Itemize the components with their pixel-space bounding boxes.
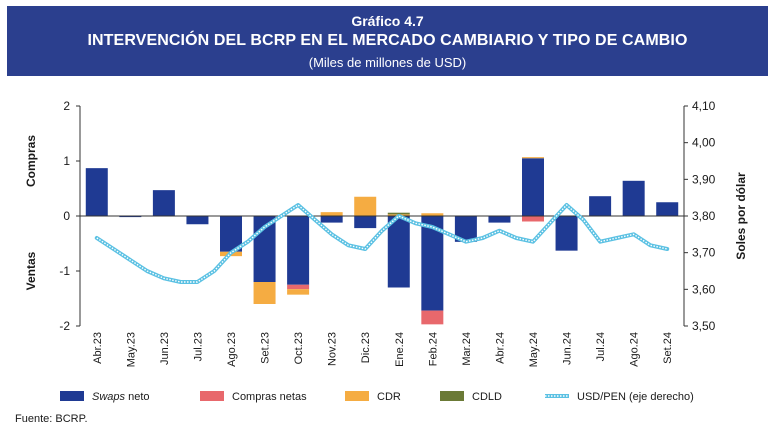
bar-swaps-neto <box>387 216 410 288</box>
legend-swatch-cdld <box>440 391 464 401</box>
bar-compras-netas <box>421 310 444 325</box>
left-tick-label: -2 <box>59 319 70 333</box>
right-tick-label: 3,60 <box>692 282 716 296</box>
category-label: Oct.23 <box>293 332 305 364</box>
y-label-ventas: Ventas <box>24 251 38 290</box>
left-tick-label: 1 <box>63 154 70 168</box>
category-label: May.24 <box>528 332 540 367</box>
bar-swaps-neto <box>354 216 377 229</box>
category-label: Set.24 <box>662 332 674 364</box>
bar-swaps-neto <box>186 216 209 225</box>
bar-cdr <box>320 212 343 216</box>
right-tick-label: 3,50 <box>692 319 716 333</box>
right-tick-label: 4,00 <box>692 136 716 150</box>
category-label: Jul.23 <box>192 332 204 361</box>
bar-cdr <box>287 289 310 295</box>
category-label: Jun.23 <box>159 332 171 365</box>
bar-swaps-neto <box>320 216 343 223</box>
category-label: Ene.24 <box>394 332 406 367</box>
legend-swatch-cdr <box>345 391 369 401</box>
bar-cdr <box>522 157 544 159</box>
category-label: May.23 <box>125 332 137 367</box>
bar-swaps-neto <box>454 216 477 242</box>
bar-cdr <box>421 213 444 216</box>
bar-swaps-neto <box>488 216 511 223</box>
bar-cdr <box>253 282 276 304</box>
category-label: Jul.24 <box>595 332 607 361</box>
bar-swaps-neto <box>152 190 175 216</box>
legend-swatch-swaps-neto <box>60 391 84 401</box>
chart-subtitle: (Miles de millones de USD) <box>308 55 467 70</box>
category-label: Ago.24 <box>629 332 641 367</box>
bar-cdld <box>387 212 410 215</box>
legend-label-swaps-neto: Swaps neto <box>92 391 150 403</box>
bar-cdr <box>354 196 377 216</box>
category-label: Set.23 <box>260 332 272 364</box>
category-label: Abr.24 <box>494 332 506 364</box>
bar-swaps-neto <box>622 180 645 216</box>
chart-title: INTERVENCIÓN DEL BCRP EN EL MERCADO CAMB… <box>87 32 688 49</box>
legend-label-usdpen: USD/PEN (eje derecho) <box>577 391 694 403</box>
right-tick-label: 3,70 <box>692 246 716 260</box>
bar-swaps-neto <box>287 216 310 285</box>
y2-label: Soles por dólar <box>734 172 748 260</box>
bar-swaps-neto <box>589 196 612 216</box>
bar-swaps-neto <box>656 202 679 216</box>
category-label: Jun.24 <box>562 332 574 365</box>
right-tick-label: 3,80 <box>692 209 716 223</box>
chart-area: 2 1 0 -1 -2 4,10 4,00 3,90 3,80 3,70 3,60 3,50 Abr.2… <box>24 99 748 403</box>
bar-swaps-neto <box>522 158 544 216</box>
bar-compras-netas <box>287 284 310 290</box>
source-note: Fuente: BCRP. <box>15 413 88 425</box>
category-label: Nov.23 <box>327 332 339 366</box>
legend-label-cdr: CDR <box>377 391 401 403</box>
bar-swaps-neto <box>421 216 444 311</box>
left-tick-label: 2 <box>63 99 70 113</box>
category-label: Dic.23 <box>360 332 372 363</box>
legend-label-compras-netas: Compras netas <box>232 391 307 403</box>
usdpen-line-core <box>96 204 668 283</box>
y-label-compras: Compras <box>24 135 38 187</box>
legend-swatch-compras-netas <box>200 391 224 401</box>
bar-swaps-neto <box>85 168 108 216</box>
bar-swaps-neto <box>555 216 578 251</box>
legend-label-cdld: CDLD <box>472 391 502 403</box>
chart-header: Gráfico 4.7 INTERVENCIÓN DEL BCRP EN EL … <box>7 6 768 76</box>
bar-swaps-neto <box>220 216 242 252</box>
usdpen-line <box>94 203 670 284</box>
category-label: Ago.23 <box>226 332 238 367</box>
bar-swaps-neto <box>119 216 142 218</box>
right-tick-label: 3,90 <box>692 172 716 186</box>
right-tick-label: 4,10 <box>692 99 716 113</box>
category-label: Feb.24 <box>427 332 439 366</box>
category-label: Abr.23 <box>92 332 104 364</box>
chart-number: Gráfico 4.7 <box>351 13 424 29</box>
bar-compras-netas <box>522 216 544 222</box>
category-label: Mar.24 <box>461 332 473 366</box>
left-tick-label: 0 <box>63 209 70 223</box>
left-tick-label: -1 <box>59 264 70 278</box>
